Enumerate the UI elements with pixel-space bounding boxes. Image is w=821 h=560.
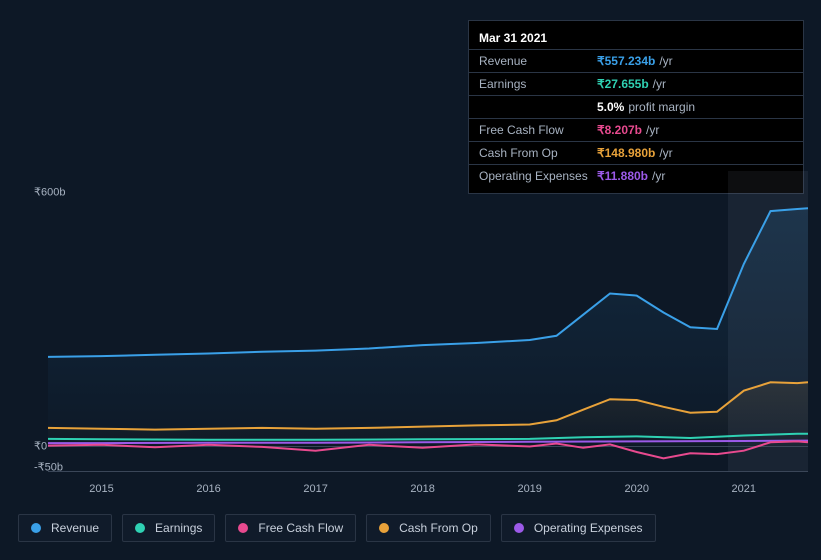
x-axis-label: 2018 [410,483,434,495]
legend-item[interactable]: Operating Expenses [501,514,656,542]
tooltip-row-value: 5.0% [597,98,624,116]
legend-swatch-icon [379,523,389,533]
y-axis-label: ₹0 [34,439,47,452]
legend-item-label: Revenue [51,521,99,535]
legend-swatch-icon [514,523,524,533]
financials-chart[interactable]: ₹600b₹0-₹50b2015201620172018201920202021 [18,155,808,485]
tooltip-row-label: Earnings [479,75,597,93]
legend-swatch-icon [135,523,145,533]
legend-swatch-icon [31,523,41,533]
chart-svg [48,171,808,471]
tooltip-row-value: ₹27.655b [597,75,649,93]
tooltip-row: 5.0%profit margin [469,95,803,118]
legend-item-label: Operating Expenses [534,521,643,535]
legend-item[interactable]: Cash From Op [366,514,491,542]
tooltip-header: Mar 31 2021 [469,27,803,49]
tooltip-row-unit: profit margin [628,98,695,116]
tooltip-row-label [479,98,597,116]
tooltip-row-value: ₹557.234b [597,52,655,70]
x-axis-label: 2021 [732,483,756,495]
legend-item[interactable]: Revenue [18,514,112,542]
chart-legend: Revenue Earnings Free Cash Flow Cash From O… [18,514,656,542]
x-axis-label: 2017 [303,483,327,495]
legend-item-label: Free Cash Flow [258,521,343,535]
tooltip-row-label: Free Cash Flow [479,121,597,139]
tooltip-row-value: ₹8.207b [597,121,642,139]
legend-swatch-icon [238,523,248,533]
legend-item-label: Earnings [155,521,202,535]
tooltip-row: Free Cash Flow₹8.207b/yr [469,118,803,141]
x-axis-label: 2019 [517,483,541,495]
x-axis-label: 2016 [196,483,220,495]
x-axis-label: 2015 [89,483,113,495]
legend-item[interactable]: Free Cash Flow [225,514,356,542]
tooltip-row-unit: /yr [659,52,672,70]
tooltip-row: Earnings₹27.655b/yr [469,72,803,95]
tooltip-row: Revenue₹557.234b/yr [469,49,803,72]
tooltip-row-label: Revenue [479,52,597,70]
legend-item-label: Cash From Op [399,521,478,535]
legend-item[interactable]: Earnings [122,514,215,542]
tooltip-row-unit: /yr [646,121,659,139]
x-axis-label: 2020 [624,483,648,495]
tooltip-row-unit: /yr [653,75,666,93]
axis-bottom-line [48,471,808,472]
